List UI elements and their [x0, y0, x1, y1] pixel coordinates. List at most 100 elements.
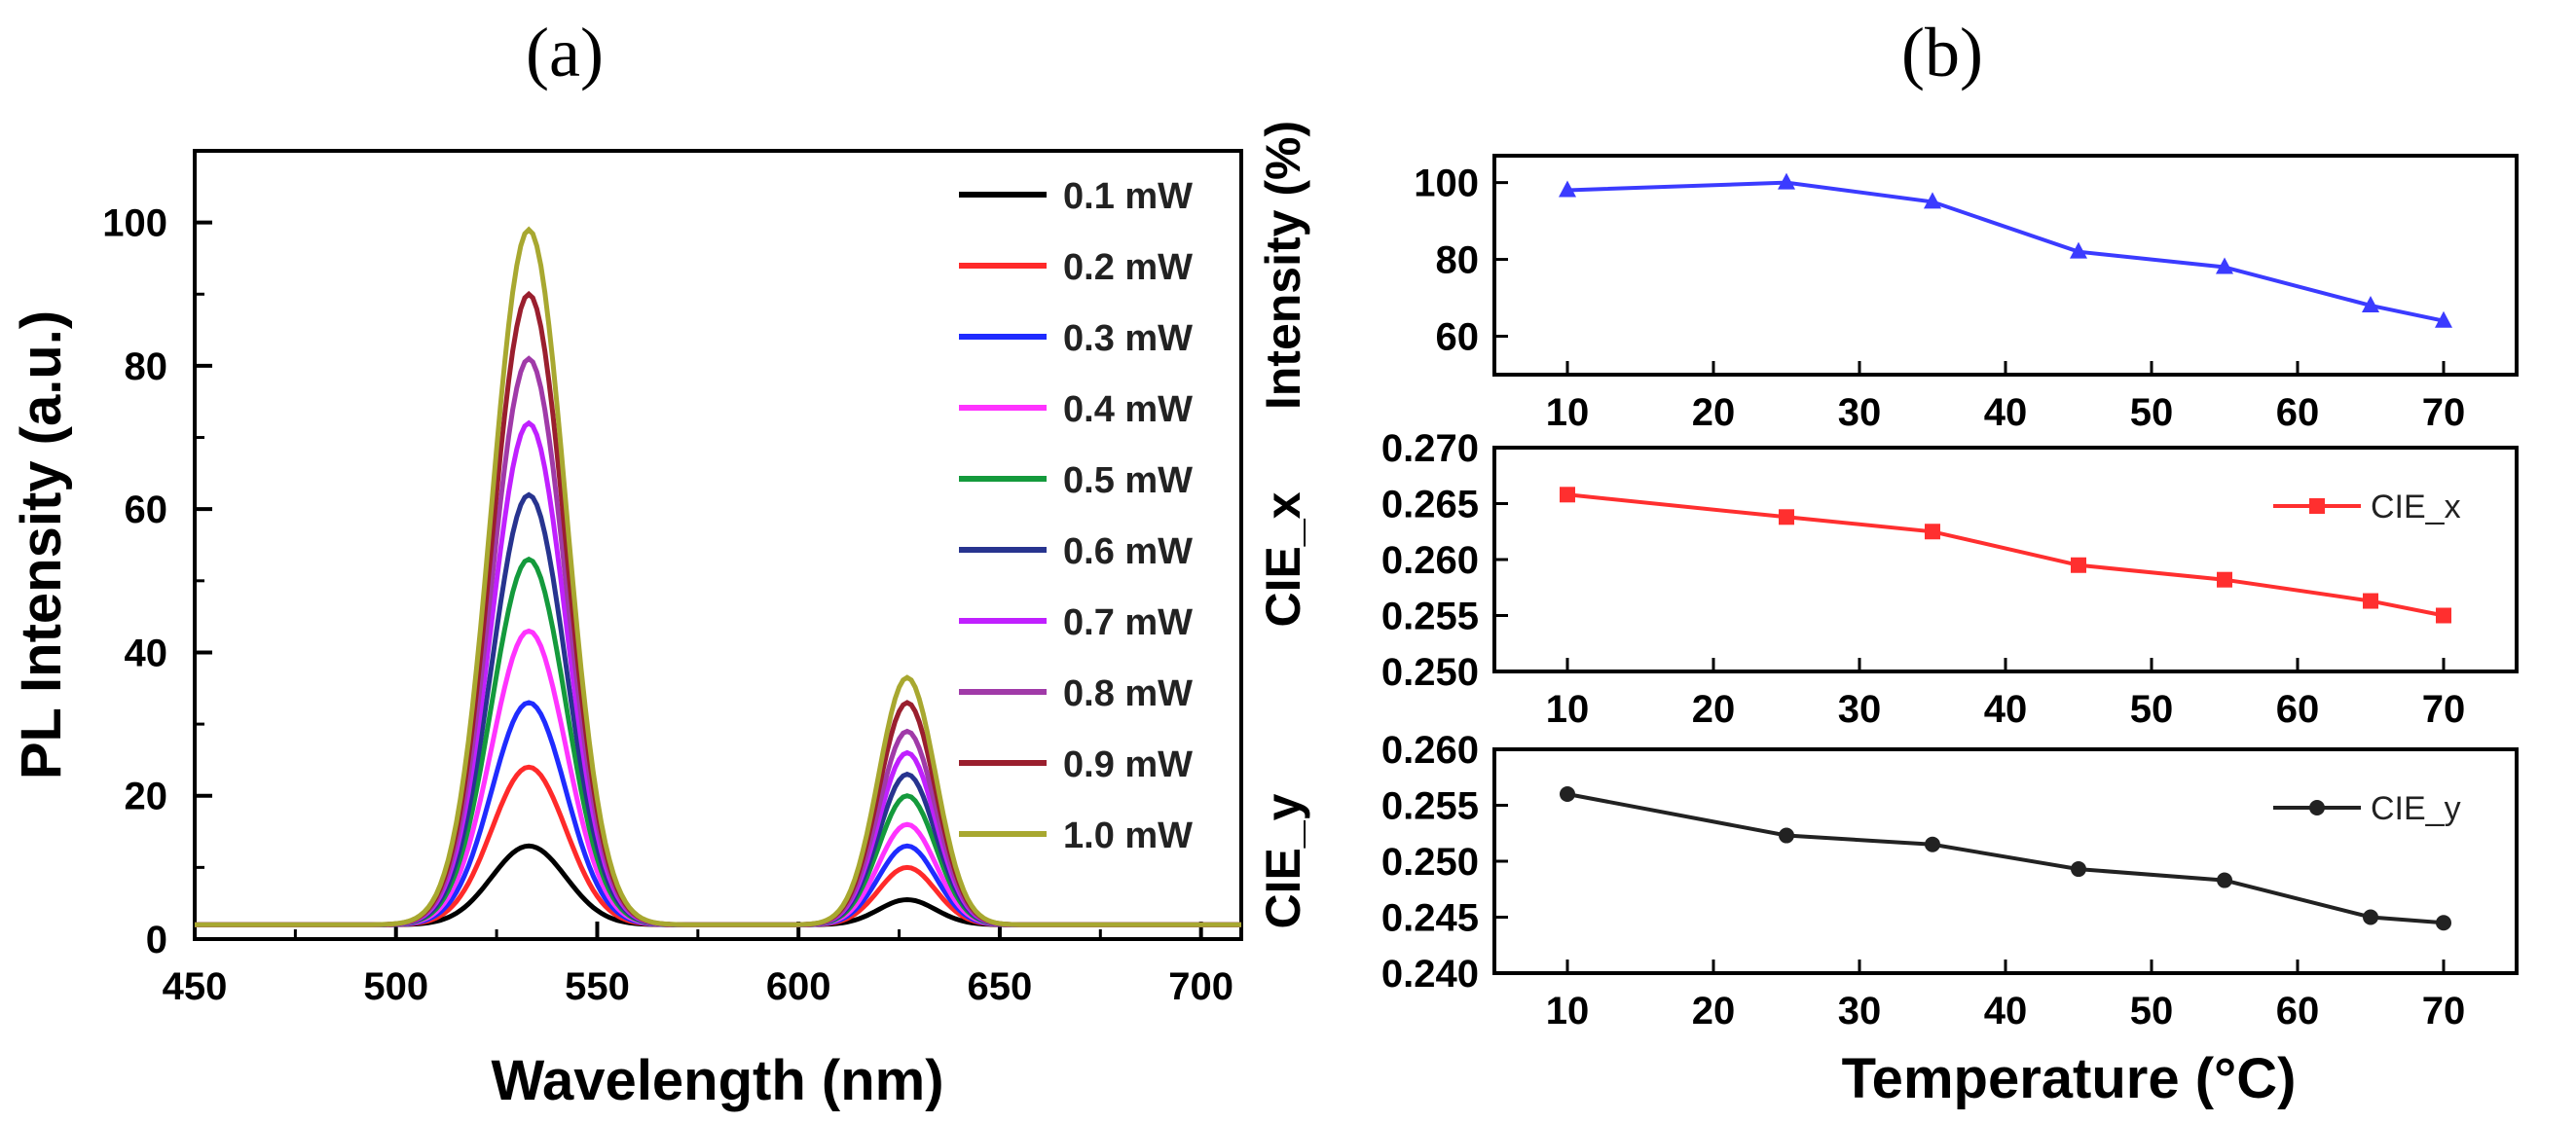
- data-point-4: [2071, 557, 2086, 573]
- x-tick-label-60: 60: [2276, 990, 2320, 1032]
- y-axis-label: CIE_x: [1256, 491, 1310, 627]
- frame: [1492, 446, 2519, 673]
- y-tick-label-0.270: 0.270: [1381, 427, 1479, 470]
- legend-label-10: 1.0 mW: [1063, 815, 1193, 856]
- x-tick-label-50: 50: [2130, 990, 2174, 1032]
- panel-a-label: (a): [526, 14, 604, 91]
- y-tick-label-0: 0: [146, 919, 167, 961]
- legend-label-9: 0.9 mW: [1063, 744, 1193, 785]
- x-tick-label-30: 30: [1838, 391, 1882, 434]
- legend-label-3: 0.3 mW: [1063, 318, 1193, 359]
- legend-label-4: 0.4 mW: [1063, 389, 1193, 430]
- y-tick-label-0.260: 0.260: [1381, 729, 1479, 772]
- data-point-2: [1778, 172, 1795, 190]
- data-point-5: [2217, 872, 2232, 888]
- legend-marker: [2309, 498, 2325, 514]
- spectrum-line-10: [195, 226, 1241, 927]
- x-tick-label-10: 10: [1546, 688, 1590, 731]
- intensity-vs-temperature-chart: 10 20 30 40 50 60 70 60 80 100 Intensity (%): [1256, 121, 2519, 434]
- x-tick-label-30: 30: [1838, 990, 1882, 1032]
- legend-label: CIE_x: [2371, 489, 2461, 525]
- x-tick-label-550: 550: [565, 965, 630, 1008]
- legend-label-5: 0.5 mW: [1063, 460, 1193, 501]
- data-point-5: [2217, 571, 2232, 588]
- plot-a-frame: [193, 149, 1243, 941]
- x-tick-label-40: 40: [1984, 990, 2028, 1032]
- data-point-4: [2070, 241, 2087, 259]
- y-axis-label: CIE_y: [1256, 793, 1310, 928]
- data-point-3: [1925, 524, 1940, 540]
- x-tick-label-70: 70: [2422, 990, 2466, 1032]
- x-tick-label-10: 10: [1546, 990, 1590, 1032]
- plot-b-xlabel: Temperature (°C): [1842, 1047, 2297, 1110]
- y-tick-label-0.240: 0.240: [1381, 953, 1479, 996]
- plot-a-ylabel: PL Intensity (a.u.): [10, 310, 73, 779]
- panel-b-label: (b): [1901, 14, 1983, 91]
- plot-a-ticks: 450 500 550 600 650 700 0 20 40 60 80 100: [102, 202, 1233, 1008]
- x-tick-label-40: 40: [1984, 688, 2028, 731]
- legend-label-6: 0.6 mW: [1063, 531, 1193, 572]
- y-tick-label-0.250: 0.250: [1381, 651, 1479, 694]
- data-point-6: [2363, 593, 2378, 609]
- legend-label-8: 0.8 mW: [1063, 673, 1193, 714]
- y-tick-label-40: 40: [125, 632, 168, 674]
- y-tick-label-0.255: 0.255: [1381, 785, 1479, 828]
- y-tick-label-100: 100: [1414, 163, 1479, 205]
- cie-x-vs-temperature-chart: 10 20 30 40 50 60 70 0.250 0.255 0.260 0.265 0.270 C…: [1256, 427, 2519, 731]
- x-tick-label-700: 700: [1168, 965, 1233, 1008]
- plot-a-series: [195, 226, 1241, 927]
- y-tick-label-20: 20: [125, 776, 168, 818]
- y-tick-label-0.260: 0.260: [1381, 539, 1479, 582]
- legend-label-7: 0.7 mW: [1063, 602, 1193, 643]
- legend-label: CIE_y: [2371, 790, 2461, 827]
- data-point-4: [2071, 861, 2086, 878]
- legend-label-2: 0.2 mW: [1063, 247, 1193, 288]
- x-tick-label-600: 600: [766, 965, 831, 1008]
- data-point-1: [1560, 786, 1575, 802]
- spectrum-line-1: [195, 843, 1241, 927]
- x-tick-label-60: 60: [2276, 688, 2320, 731]
- temperature-charts: 10 20 30 40 50 60 70 60 80 100 Intensity (%) 10 20 3…: [1256, 121, 2519, 1110]
- data-point-5: [2216, 257, 2233, 274]
- x-tick-label-450: 450: [163, 965, 228, 1008]
- x-tick-label-50: 50: [2130, 391, 2174, 434]
- legend-label-1: 0.1 mW: [1063, 176, 1193, 217]
- data-point-7: [2436, 915, 2451, 931]
- y-tick-label-0.250: 0.250: [1381, 841, 1479, 884]
- x-tick-label-50: 50: [2130, 688, 2174, 731]
- data-point-1: [1559, 180, 1576, 198]
- y-axis-label: Intensity (%): [1256, 121, 1310, 410]
- series-line: [1566, 180, 2445, 323]
- data-point-6: [2363, 909, 2378, 925]
- y-tick-label-0.265: 0.265: [1381, 484, 1479, 526]
- y-tick-label-80: 80: [125, 345, 168, 388]
- y-tick-label-80: 80: [1436, 239, 1480, 282]
- data-point-7: [2435, 310, 2452, 328]
- x-tick-label-20: 20: [1692, 990, 1736, 1032]
- y-tick-label-0.255: 0.255: [1381, 596, 1479, 638]
- cie-y-vs-temperature-chart: 10 20 30 40 50 60 70 0.240 0.245 0.250 0.255 0.260 C…: [1256, 729, 2519, 1032]
- x-tick-label-20: 20: [1692, 391, 1736, 434]
- plot-a-xlabel: Wavelength (nm): [491, 1049, 943, 1112]
- data-point-2: [1779, 509, 1794, 525]
- data-point-1: [1560, 487, 1575, 503]
- pl-spectra-chart: 450 500 550 600 650 700 0 20 40 60 80 100 0.1 mW 0.2…: [10, 149, 1243, 1112]
- x-tick-label-10: 10: [1546, 391, 1590, 434]
- x-tick-label-70: 70: [2422, 391, 2466, 434]
- data-point-6: [2362, 295, 2379, 312]
- data-point-7: [2436, 607, 2451, 624]
- data-point-3: [1924, 192, 1941, 209]
- y-tick-label-0.245: 0.245: [1381, 897, 1479, 940]
- spectrum-line-3: [195, 700, 1241, 927]
- data-point-2: [1779, 827, 1794, 844]
- plot-a-legend: 0.1 mW 0.2 mW 0.3 mW 0.4 mW 0.5 mW 0.6 mW 0.7 …: [959, 176, 1193, 856]
- data-point-3: [1925, 836, 1940, 852]
- legend-marker: [2309, 800, 2325, 815]
- x-tick-label-70: 70: [2422, 688, 2466, 731]
- x-tick-label-40: 40: [1984, 391, 2028, 434]
- x-tick-label-60: 60: [2276, 391, 2320, 434]
- y-tick-label-100: 100: [102, 202, 167, 245]
- x-tick-label-30: 30: [1838, 688, 1882, 731]
- x-tick-label-500: 500: [363, 965, 428, 1008]
